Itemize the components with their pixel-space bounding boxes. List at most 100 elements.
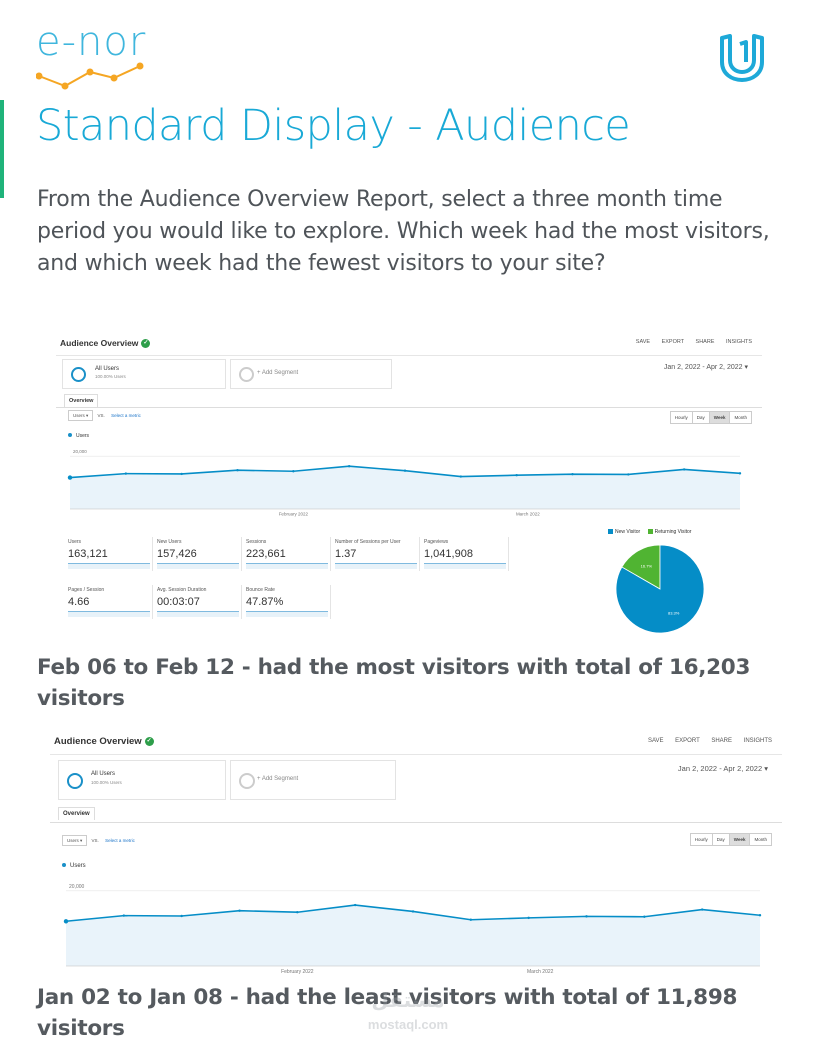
segment-all-users[interactable]: All Users 100.00% Users [58, 760, 226, 800]
metric-label: Bounce Rate [246, 587, 275, 593]
segment-sub: 100.00% Users [95, 374, 126, 379]
date-range-picker[interactable]: Jan 2, 2022 - Apr 2, 2022 ▾ [677, 764, 768, 773]
segment-label: All Users [91, 771, 116, 777]
metric-divider [241, 537, 242, 571]
metric-sparkline [246, 611, 328, 617]
pie-slice-returning-visitor [621, 544, 661, 590]
metric-label: Pageviews [424, 539, 449, 545]
data-point [122, 914, 126, 917]
metric-dropdown-label: Users [67, 838, 79, 843]
metric-label: Sessions [246, 539, 267, 545]
metric-pages-per-session: Pages / Session 4.66 [68, 587, 152, 621]
add-segment-button[interactable]: + Add Segment [230, 760, 396, 800]
tab-row: Overview [50, 806, 782, 823]
y-tick-label: 20,000 [73, 449, 87, 454]
metric-sparkline [157, 563, 239, 569]
metric-divider [330, 585, 331, 619]
export-button[interactable]: EXPORT [661, 339, 684, 345]
granularity-hourly[interactable]: Hourly [674, 415, 688, 420]
granularity-week[interactable]: Week [728, 834, 750, 845]
watermark-arabic: مستقل [371, 988, 445, 1012]
date-range-text: Jan 2, 2022 - Apr 2, 2022 [663, 364, 743, 371]
page-title: Standard Display - Audience [36, 101, 631, 151]
granularity-month[interactable]: Month [749, 834, 771, 845]
metric-value: 1.37 [335, 548, 357, 560]
granularity-day[interactable]: Day [691, 412, 709, 423]
metric-sparkline [335, 563, 417, 569]
metric-selector: Users ▾ VS. Select a metric [68, 410, 141, 421]
report-header: Audience Overview ✓ SAVE EXPORT SHARE INS… [50, 730, 782, 755]
data-point [700, 908, 704, 911]
logo-wordmark: e-nor [36, 19, 147, 65]
legend-dot-icon [68, 433, 72, 437]
pie-legend-new: New Visitor [608, 529, 640, 535]
granularity-hourly[interactable]: Hourly [694, 837, 708, 842]
metric-sparkline [424, 563, 506, 569]
legend-swatch-icon [608, 529, 613, 535]
metric-value: 157,426 [157, 548, 197, 560]
segment-all-users[interactable]: All Users 100.00% Users [62, 359, 226, 389]
metric-dropdown[interactable]: Users ▾ [68, 410, 94, 421]
granularity-day[interactable]: Day [711, 834, 729, 845]
e-nor-logo: e-nor [36, 22, 176, 94]
granularity-month[interactable]: Month [729, 412, 751, 423]
add-segment-label: + Add Segment [257, 370, 299, 376]
data-point [180, 472, 183, 476]
pie-slice-label: 83.3% [668, 611, 680, 616]
audience-overview-report-1: Audience Overview ✓ SAVE EXPORT SHARE INS… [56, 333, 762, 639]
data-point [180, 914, 183, 918]
report-title: Audience Overview ✓ [54, 736, 154, 747]
legend-label: Users [70, 863, 86, 869]
tab-overview[interactable]: Overview [58, 807, 95, 820]
granularity-week[interactable]: Week [708, 412, 730, 423]
data-point [67, 475, 73, 480]
x-tick-label: March 2022 [516, 512, 540, 517]
metric-label: New Users [157, 539, 182, 545]
report-title-text: Audience Overview [54, 736, 142, 747]
save-button[interactable]: SAVE [635, 339, 651, 345]
report-title: Audience Overview ✓ [60, 338, 151, 349]
vs-label: VS. [97, 413, 105, 418]
save-button[interactable]: SAVE [647, 738, 664, 744]
data-point [585, 915, 588, 918]
segment-ring-icon [71, 367, 86, 382]
share-button[interactable]: SHARE [711, 738, 732, 744]
result-most-visitors: Feb 06 to Feb 12 - had the most visitors… [37, 655, 751, 711]
data-point [738, 472, 742, 475]
date-range-picker[interactable]: Jan 2, 2022 - Apr 2, 2022 ▾ [663, 364, 748, 371]
select-metric-link[interactable]: Select a metric [105, 838, 135, 843]
result-least-visitors: Jan 02 to Jan 08 - had the least visitor… [37, 985, 738, 1041]
select-metric-link[interactable]: Select a metric [111, 413, 141, 418]
metric-dropdown-label: Users [73, 413, 85, 418]
legend-dot-icon [62, 863, 66, 867]
date-range-text: Jan 2, 2022 - Apr 2, 2022 [677, 764, 763, 773]
export-button[interactable]: EXPORT [675, 738, 700, 744]
granularity-toggle: Hourly Day Week Month [669, 411, 752, 424]
add-segment-button[interactable]: + Add Segment [230, 359, 392, 389]
data-point [411, 910, 415, 913]
segment-label: All Users [95, 366, 120, 372]
insights-button[interactable]: INSIGHTS [726, 339, 752, 345]
metric-value: 1,041,908 [424, 548, 473, 560]
tab-overview[interactable]: Overview [64, 394, 99, 407]
data-point [527, 916, 530, 920]
add-segment-label: + Add Segment [257, 776, 299, 782]
x-tick-label: February 2022 [279, 512, 309, 517]
share-button[interactable]: SHARE [695, 339, 715, 345]
metric-divider [152, 537, 153, 571]
pie-legend-label: Returning Visitor [654, 529, 692, 535]
metric-avg-session-duration: Avg. Session Duration 00:03:07 [157, 587, 241, 621]
metric-dropdown[interactable]: Users ▾ [62, 835, 88, 846]
data-point [758, 914, 762, 917]
legend-label: Users [76, 433, 90, 439]
metric-pageviews: Pageviews 1,041,908 [424, 539, 508, 573]
segment-sub: 100.00% Users [91, 780, 122, 785]
x-tick-label: March 2022 [527, 969, 554, 975]
pie-slice-label: 16.7% [641, 563, 653, 568]
users-area [70, 466, 740, 509]
accent-bar [0, 100, 4, 198]
insights-button[interactable]: INSIGHTS [743, 738, 772, 744]
metric-bounce-rate: Bounce Rate 47.87% [246, 587, 330, 621]
udacity-u-icon [720, 34, 764, 82]
verified-check-icon: ✓ [144, 736, 154, 746]
